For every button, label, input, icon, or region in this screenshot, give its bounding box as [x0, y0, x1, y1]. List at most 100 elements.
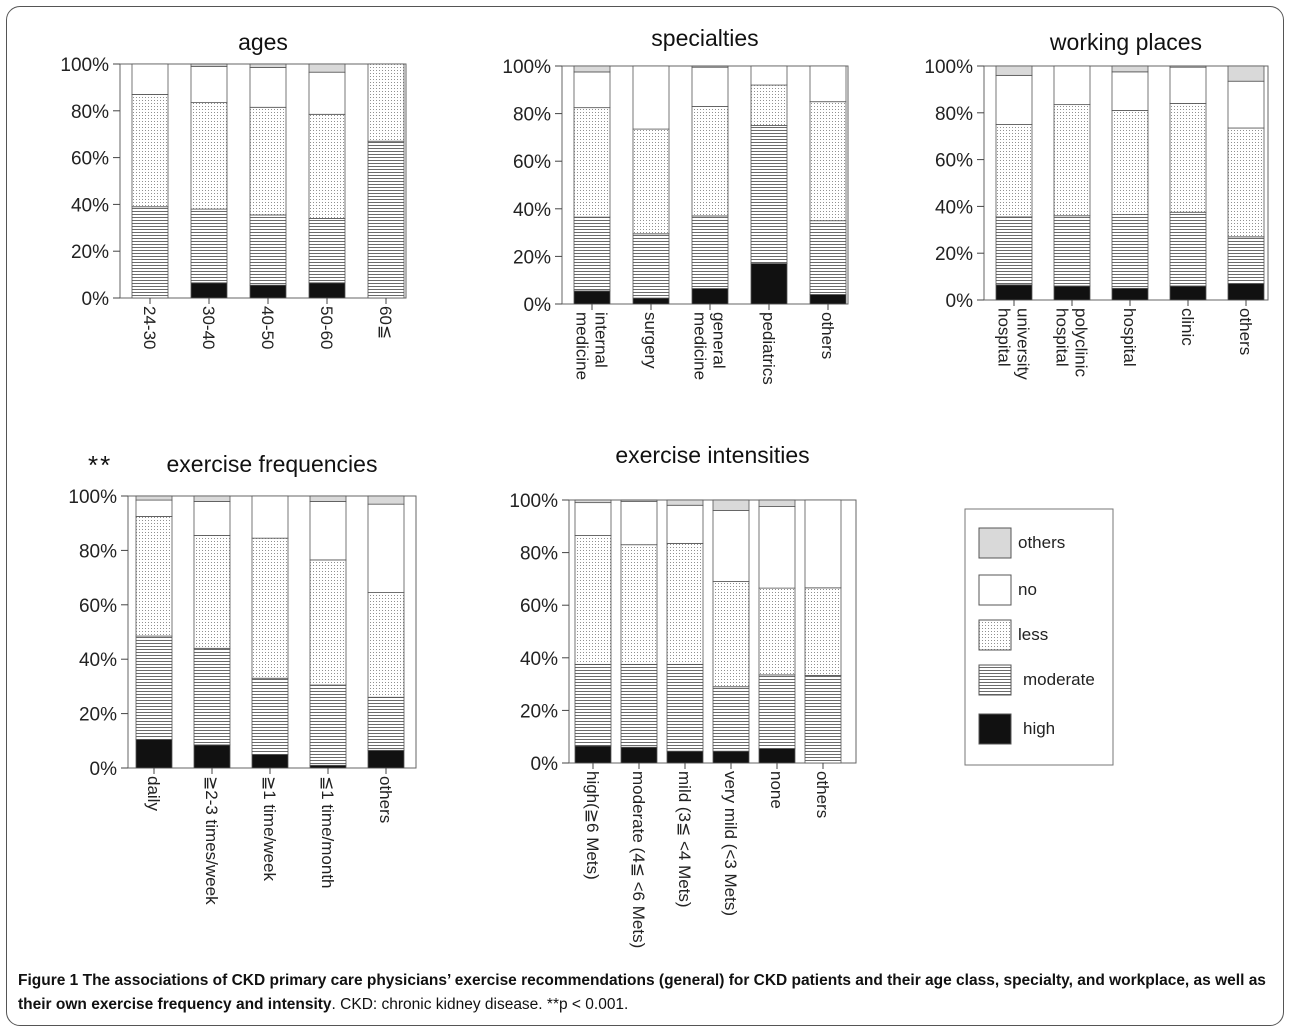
y-tick-label: 40%	[71, 195, 109, 216]
x-tick-label: 40-50	[258, 306, 277, 349]
bar-segment-less	[193, 535, 231, 649]
x-tick-label: pediatrics	[759, 312, 778, 385]
x-tick-label-line: hospital	[1120, 308, 1139, 367]
bar-segment-less	[367, 63, 405, 142]
caption-bold-text: The associations of CKD primary care phy…	[18, 972, 1266, 1013]
bar-segment-less	[1111, 110, 1149, 215]
bar-segment-high	[1111, 287, 1149, 301]
bar-segment-no	[308, 71, 346, 115]
x-tick-label-line: clinic	[1178, 308, 1197, 346]
x-tick-label-line: 50-60	[317, 306, 336, 349]
legend-swatch-no	[978, 574, 1012, 606]
chart-title: exercise intensities	[615, 442, 809, 468]
bar-segment-no	[758, 506, 796, 589]
bar-segment-less	[809, 101, 847, 222]
chart-title: specialties	[651, 25, 758, 51]
bar-segment-no	[1227, 80, 1265, 129]
x-tick-label-line: ≦1 time/month	[318, 776, 337, 889]
x-tick-label-line: hospital	[1053, 308, 1072, 367]
y-tick-label: 100%	[60, 55, 109, 76]
x-tick-label: clinic	[1178, 308, 1197, 346]
bar-segment-no	[135, 499, 173, 517]
legend-swatch-moderate	[978, 664, 1012, 696]
x-tick-label: others	[376, 776, 395, 823]
x-tick-label-line: others	[818, 312, 837, 359]
bar-segment-no	[712, 510, 750, 582]
bar-segment-others	[1169, 65, 1207, 68]
y-tick-label: 100%	[509, 491, 558, 512]
bar-segment-others	[666, 499, 704, 506]
bar-segment-moderate	[666, 663, 704, 752]
bar-segment-moderate	[193, 647, 231, 746]
caption-rest-text: . CKD: chronic kidney disease. **p < 0.0…	[331, 996, 629, 1013]
bar-segment-moderate	[574, 663, 612, 747]
bar-segment-less	[758, 587, 796, 676]
caption-figure-label: Figure 1	[18, 972, 79, 989]
bar-segment-no	[1169, 66, 1207, 104]
chart-specialties: specialties0%20%40%60%80%100%internalmed…	[502, 25, 849, 385]
bar-segment-moderate	[758, 674, 796, 749]
x-tick-label: hospital	[1120, 308, 1139, 367]
x-tick-label-line: ≧2-3 times/week	[202, 776, 221, 905]
chart-title: working places	[1049, 29, 1202, 55]
x-tick-label: ≧1 time/week	[260, 776, 279, 881]
bar-segment-less	[367, 592, 405, 698]
bar-segment-high	[135, 739, 173, 769]
x-tick-label-line: medicine	[573, 312, 592, 380]
bar-segment-moderate	[308, 218, 346, 284]
bar-segment-high	[750, 263, 788, 305]
legend-label-no: no	[1018, 580, 1037, 599]
bar-segment-others	[135, 495, 173, 501]
bar-segment-high	[573, 290, 611, 305]
legend-swatch-less	[978, 619, 1012, 651]
y-tick-label: 20%	[79, 705, 117, 726]
bar-segment-no	[190, 65, 228, 104]
bar-segment-high	[712, 750, 750, 764]
figure-charts: ages 0% 20% 40% 60% 80% 100% 24-30 30-40 40-50 50-…	[60, 25, 1269, 948]
bar-segment-high	[758, 748, 796, 764]
bar-segment-moderate	[573, 216, 611, 292]
y-tick-label: 80%	[520, 544, 558, 565]
x-tick-label-line: ≧1 time/week	[260, 776, 279, 881]
bar-segment-moderate	[804, 675, 842, 764]
bar-segment-less	[1053, 104, 1091, 217]
bar-segment-less	[712, 581, 750, 688]
x-tick-label-line: others	[1236, 308, 1255, 355]
x-tick-label: 30-40	[199, 306, 218, 349]
bar-segment-less	[131, 94, 169, 208]
x-tick-label: mild (3≦ <4 Mets)	[675, 771, 694, 908]
bar-segment-no	[632, 65, 670, 130]
chart-exercise-intensities: exercise intensities 0% 20% 40% 60% 80% 100% hi…	[509, 442, 857, 948]
bar-segment-moderate	[131, 206, 169, 299]
bar-segment-less	[308, 113, 346, 219]
x-tick-label-line: mild (3≦ <4 Mets)	[675, 771, 694, 908]
bar-segment-moderate	[809, 220, 847, 295]
y-tick-label: 40%	[935, 197, 973, 218]
bar-segment-high	[620, 746, 658, 764]
bar-segment-high	[367, 749, 405, 769]
bar-segment-no	[666, 504, 704, 544]
x-tick-label-line: very mild (<3 Mets)	[721, 771, 740, 916]
x-tick-label-line: medicine	[691, 312, 710, 380]
bar-segment-no	[1111, 71, 1149, 111]
bar-segment-others	[193, 495, 231, 502]
legend: others no less moderate high	[964, 508, 1114, 766]
x-tick-label-line: general	[710, 312, 729, 369]
bar-segment-high	[1169, 285, 1207, 301]
legend-swatch-others	[978, 527, 1012, 559]
chart-ages: ages 0% 20% 40% 60% 80% 100% 24-30 30-40 40-50 50-…	[60, 29, 407, 349]
bar-segment-high	[574, 745, 612, 764]
y-tick-label: 60%	[71, 149, 109, 170]
bar-segment-less	[750, 84, 788, 126]
bar-segment-others	[190, 63, 228, 67]
chart-title: exercise frequencies	[167, 451, 378, 477]
bar-segment-moderate	[1227, 236, 1265, 285]
x-tick-label-line: others	[813, 771, 832, 818]
bar-segment-moderate	[135, 635, 173, 740]
bar-segment-others	[995, 65, 1033, 76]
y-tick-label: 0%	[524, 295, 552, 316]
bar-segment-high	[1053, 285, 1091, 301]
y-tick-label: 60%	[935, 151, 973, 172]
